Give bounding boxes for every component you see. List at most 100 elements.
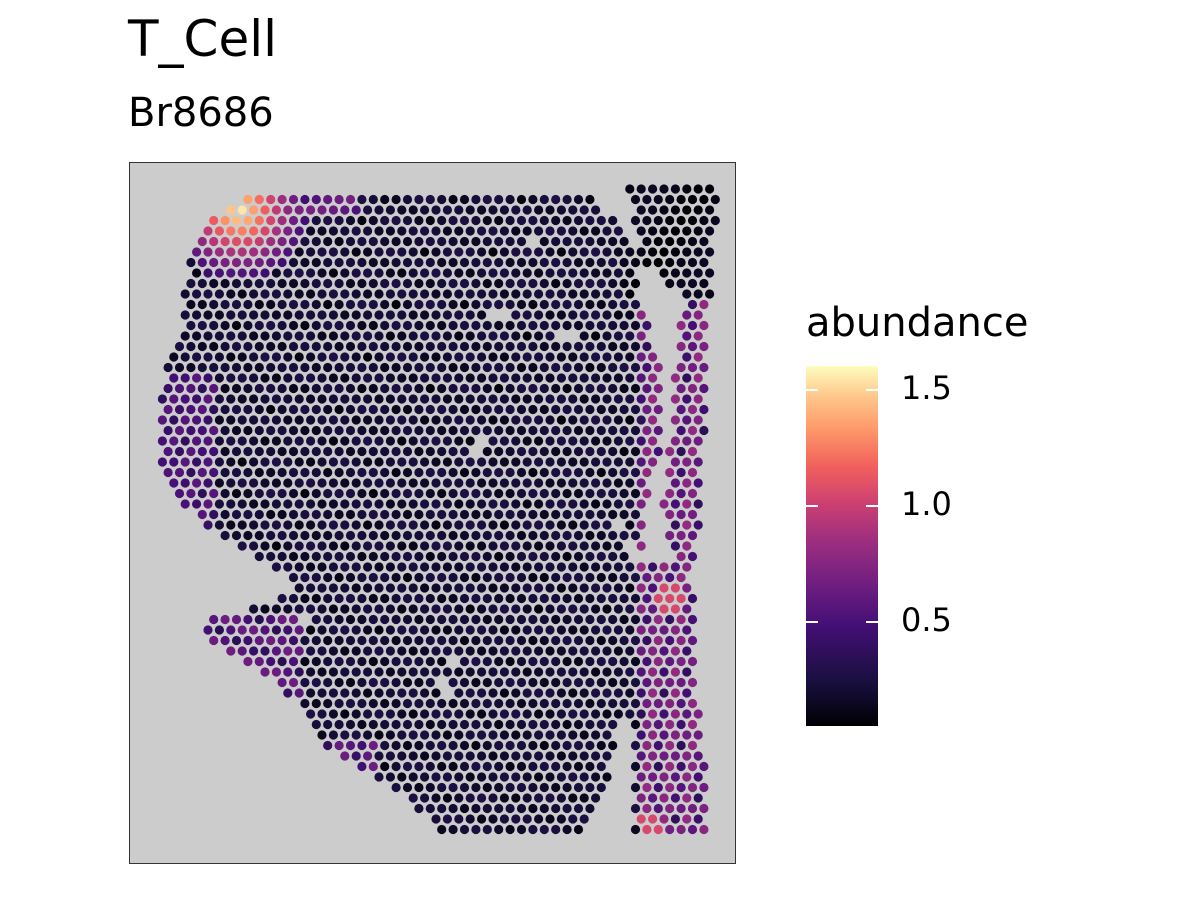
spot (311, 656, 321, 667)
spot (351, 415, 361, 425)
spot (699, 341, 709, 352)
spot (431, 751, 441, 761)
spot (254, 215, 264, 226)
spot (437, 593, 447, 604)
spot (340, 331, 350, 341)
spot (357, 362, 367, 373)
spot (459, 824, 470, 835)
spot (687, 719, 698, 730)
spot (368, 656, 378, 667)
spot (573, 740, 584, 751)
spot (391, 740, 401, 751)
spot (317, 667, 327, 677)
spot (363, 604, 373, 614)
spot (442, 730, 452, 740)
spot (499, 478, 509, 488)
spot (288, 635, 299, 646)
spot (676, 194, 686, 205)
spot (613, 457, 623, 467)
spot (203, 352, 213, 362)
spot (254, 320, 264, 331)
spot (585, 425, 595, 436)
spot (391, 194, 401, 205)
spot (351, 478, 361, 488)
spot (345, 719, 356, 730)
spot (214, 247, 224, 257)
spot (636, 520, 646, 530)
spot (340, 310, 350, 320)
spot (665, 719, 675, 730)
spot (397, 730, 407, 740)
spot (402, 299, 413, 310)
spot (591, 289, 601, 299)
spot (471, 761, 481, 772)
spot (368, 761, 378, 772)
spot (237, 331, 247, 341)
spot (357, 383, 367, 394)
spot (397, 457, 407, 467)
spot (642, 425, 652, 436)
spot (209, 236, 219, 247)
spot (568, 646, 578, 656)
spot (613, 625, 623, 635)
spot (534, 709, 544, 719)
spot (482, 215, 492, 226)
spot (214, 331, 224, 341)
spot (596, 257, 606, 268)
spot (311, 362, 321, 373)
spot (471, 803, 481, 814)
spot (682, 646, 692, 656)
spot (260, 478, 270, 488)
spot (534, 793, 544, 803)
spot (613, 310, 623, 320)
spot (534, 394, 544, 404)
spot (568, 499, 578, 509)
spot (516, 257, 527, 268)
spot (573, 341, 584, 352)
spot (591, 226, 601, 236)
spot (482, 803, 492, 814)
spot (249, 457, 259, 467)
spot (385, 667, 395, 677)
spot (408, 793, 418, 803)
spot (653, 593, 663, 604)
spot (243, 194, 253, 205)
spot (174, 404, 185, 415)
spot (670, 268, 681, 278)
spot (306, 226, 316, 236)
spot (317, 583, 327, 593)
spot (682, 772, 692, 782)
spot (214, 226, 224, 236)
spot (317, 688, 327, 698)
spot (642, 194, 652, 205)
spot (357, 215, 367, 226)
spot (174, 446, 185, 457)
spot (562, 551, 572, 562)
spot (249, 625, 259, 635)
spot (505, 236, 515, 247)
spot (596, 593, 606, 604)
spot (397, 478, 407, 488)
spot (220, 530, 230, 541)
spot (659, 205, 669, 215)
spot (562, 257, 572, 268)
spot (568, 562, 578, 572)
spot (482, 572, 492, 583)
spot (494, 635, 504, 646)
spot (539, 824, 549, 835)
spot (585, 215, 595, 226)
spot (231, 362, 242, 373)
spot (311, 404, 321, 415)
spot (385, 520, 395, 530)
spot (591, 352, 601, 362)
spot (630, 803, 641, 814)
spot (317, 709, 327, 719)
spot (539, 488, 549, 499)
spot (459, 320, 470, 331)
spot (625, 709, 635, 719)
spot (226, 352, 236, 362)
spot (391, 572, 401, 583)
spot (465, 373, 475, 383)
spot (328, 520, 338, 530)
spot (522, 478, 532, 488)
